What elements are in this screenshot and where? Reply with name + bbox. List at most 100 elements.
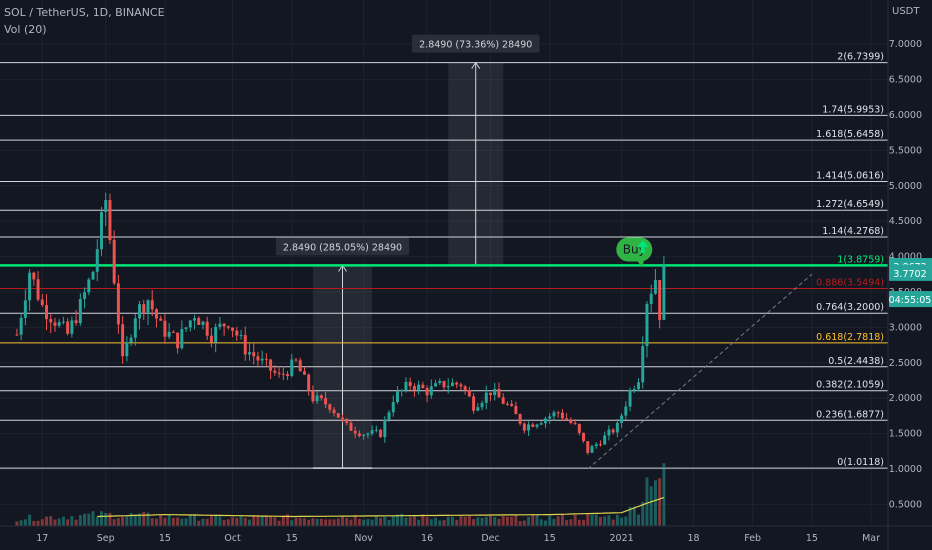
volume-bar xyxy=(315,518,319,526)
candle-body xyxy=(91,271,95,280)
volume-bar xyxy=(281,515,285,526)
volume-bar xyxy=(176,517,180,526)
y-tick-label: 7.0000 xyxy=(889,39,922,50)
volume-bar xyxy=(565,520,569,526)
volume-bar xyxy=(243,517,247,526)
candle-body xyxy=(472,396,476,411)
volume-bar xyxy=(95,516,99,526)
volume-bar xyxy=(286,514,290,526)
volume-bar xyxy=(167,514,171,526)
volume-bar xyxy=(45,516,48,526)
x-tick-label: 15 xyxy=(286,533,298,544)
candle-body xyxy=(95,249,99,272)
candle-body xyxy=(603,435,607,445)
volume-bar xyxy=(104,513,108,526)
volume-bar xyxy=(658,478,662,526)
candle-body xyxy=(438,381,442,384)
candle-body xyxy=(624,406,628,416)
volume-bar xyxy=(32,520,36,526)
volume-bar xyxy=(628,506,632,526)
volume-bar xyxy=(336,518,340,526)
volume-bar xyxy=(396,514,399,526)
candle-body xyxy=(341,417,344,419)
y-tick-label: 0.5000 xyxy=(889,499,922,510)
candle-body xyxy=(459,384,463,387)
candle-body xyxy=(442,381,446,388)
x-tick-label: Sep xyxy=(97,533,115,544)
candle-body xyxy=(142,304,146,314)
candle-body xyxy=(417,384,421,391)
candle-body xyxy=(307,374,311,391)
volume-bar xyxy=(379,518,383,526)
volume-bar xyxy=(472,519,476,526)
volume-bar xyxy=(40,519,44,526)
candle-body xyxy=(315,395,319,402)
candle-body xyxy=(269,359,273,371)
candle-body xyxy=(133,318,137,338)
candle-body xyxy=(514,405,518,415)
volume-bar xyxy=(311,518,315,526)
candle-body xyxy=(560,412,564,419)
volume-bar xyxy=(121,516,125,526)
y-tick-label: 5.0000 xyxy=(889,181,922,192)
candle-body xyxy=(129,337,133,343)
volume-bar xyxy=(197,520,201,526)
candle-body xyxy=(484,392,488,403)
volume-bar xyxy=(404,517,408,526)
candle-body xyxy=(649,293,653,304)
volume-bar xyxy=(467,515,471,526)
candle-body xyxy=(493,388,497,396)
candle-body xyxy=(188,320,192,328)
volume-bar xyxy=(277,520,281,526)
fib-level-label: 0.5(2.4438) xyxy=(828,356,884,367)
price-tag-label: 3.7702 xyxy=(893,269,926,280)
volume-bar xyxy=(522,520,526,526)
volume-bar xyxy=(421,514,425,526)
candle-body xyxy=(163,320,167,337)
candle-body xyxy=(180,329,184,349)
candle-body xyxy=(425,388,429,396)
candle-body xyxy=(235,330,239,336)
y-tick-label: 5.5000 xyxy=(889,145,922,156)
volume-bar xyxy=(129,513,133,526)
x-tick-label: 2021 xyxy=(610,533,634,544)
volume-bar xyxy=(653,480,657,526)
volume-bar xyxy=(484,516,488,526)
volume-bar xyxy=(209,515,213,526)
fib-level-label: 0(1.0118) xyxy=(837,457,884,468)
candle-body xyxy=(510,403,514,406)
fib-level-label: 0.764(3.2000) xyxy=(816,302,884,313)
volume-bar xyxy=(188,514,192,526)
candle-body xyxy=(556,412,560,414)
volume-bar xyxy=(57,518,61,526)
candle-body xyxy=(641,346,645,383)
candle-body xyxy=(544,418,547,424)
volume-bar xyxy=(108,512,112,526)
volume-bar xyxy=(535,514,539,526)
volume-bar xyxy=(222,519,226,526)
candle-body xyxy=(108,200,112,241)
volume-bar xyxy=(294,517,298,526)
candle-body xyxy=(167,331,171,337)
candle-body xyxy=(239,335,243,337)
currency-label[interactable]: USDT xyxy=(892,6,920,17)
fib-level-label: 1.74(5.9953) xyxy=(822,104,884,115)
candle-body xyxy=(404,381,408,391)
candle-body xyxy=(362,434,366,436)
candle-body xyxy=(628,390,632,407)
candle-body xyxy=(61,321,65,323)
volume-bar xyxy=(349,519,353,526)
volume-bar xyxy=(154,518,158,526)
volume-bar xyxy=(290,520,294,526)
y-tick-label: 1.0000 xyxy=(889,464,922,475)
volume-bar xyxy=(620,517,624,526)
candle-body xyxy=(248,352,251,355)
candle-body xyxy=(252,352,256,357)
x-tick-label: Mar xyxy=(862,533,880,544)
candle-body xyxy=(243,335,247,355)
candle-body xyxy=(357,433,361,436)
volume-bar xyxy=(239,516,243,526)
candle-body xyxy=(328,404,332,410)
